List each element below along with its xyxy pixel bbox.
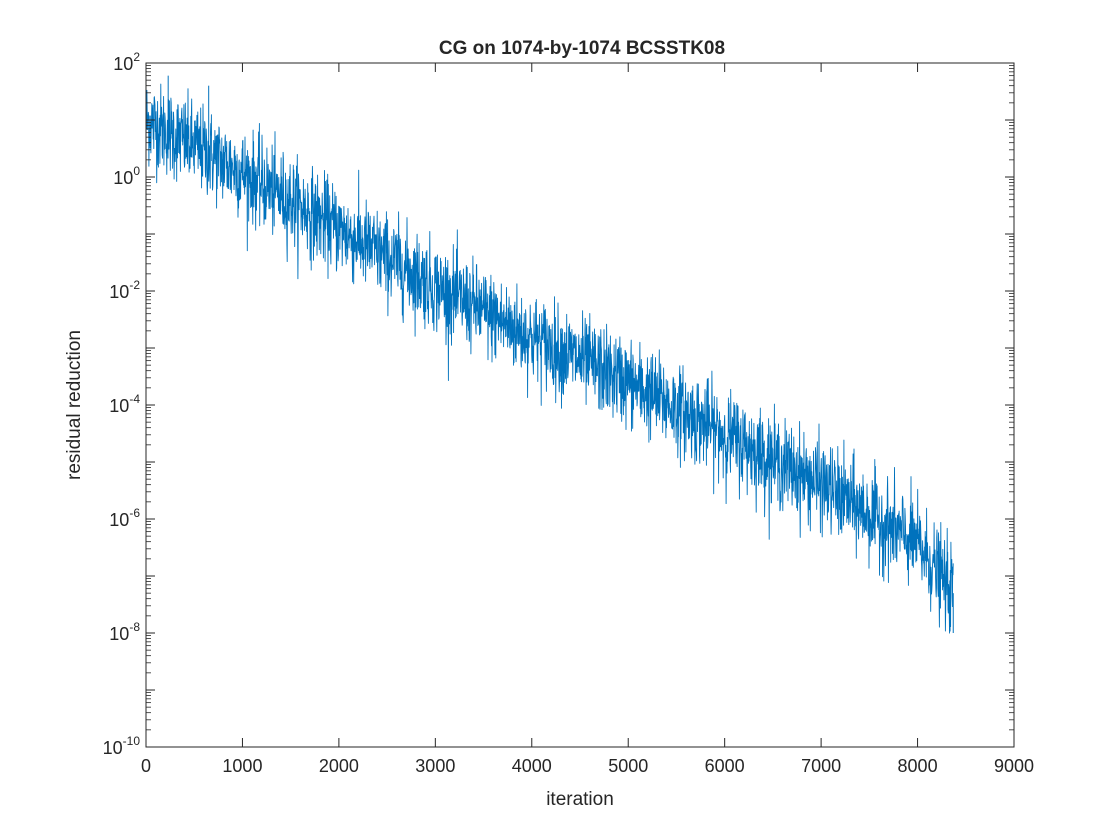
residual-series-line [145, 83, 954, 634]
y-tick-label: 10-8 [109, 620, 140, 644]
x-tick-label: 5000 [608, 756, 648, 776]
y-tick-label: 10-6 [109, 506, 140, 530]
x-tick-label: 9000 [994, 756, 1034, 776]
x-tick-label: 7000 [801, 756, 841, 776]
series-layer [145, 75, 954, 634]
x-axis-label: iteration [546, 789, 614, 810]
axes-background [146, 63, 1014, 747]
y-tick-label: 10-4 [109, 392, 140, 416]
ticks-layer: 0 1000 2000 3000 4000 5000 6000 7000 8000 9000 10-… [103, 50, 1034, 776]
x-tick-label: 6000 [705, 756, 745, 776]
chart-title: CG on 1074-by-1074 BCSSTK08 [439, 38, 725, 59]
x-tick-label: 2000 [319, 756, 359, 776]
plot-area: 0 1000 2000 3000 4000 5000 6000 7000 8000 9000 10-… [103, 50, 1034, 776]
x-tick-label: 1000 [222, 756, 262, 776]
y-axis-label: residual reduction [64, 330, 85, 480]
x-tick-label: 3000 [415, 756, 455, 776]
y-tick-label: 10-10 [103, 734, 141, 758]
x-tick-label: 4000 [512, 756, 552, 776]
y-tick-label: 10-2 [109, 278, 140, 302]
axes-box [145, 62, 1015, 748]
x-tick-label: 0 [141, 756, 151, 776]
y-tick-label: 100 [113, 164, 140, 188]
x-tick-label: 8000 [898, 756, 938, 776]
y-tick-label: 102 [113, 50, 140, 74]
